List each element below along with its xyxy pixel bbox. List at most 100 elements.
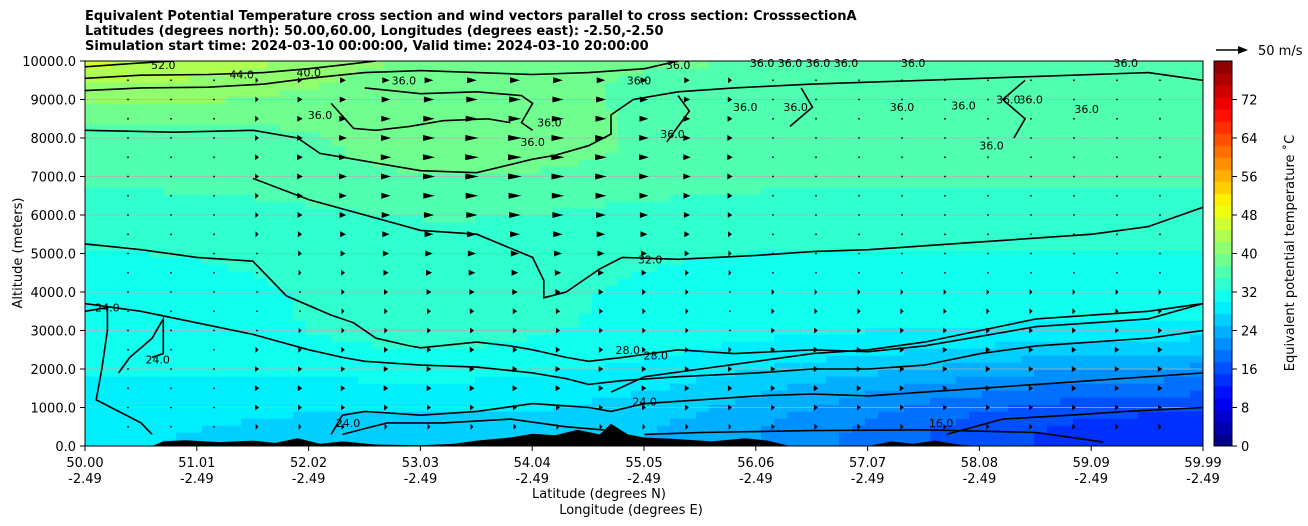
heatmap-cell [956, 397, 970, 405]
heatmap-cell [475, 285, 489, 293]
heatmap-cell [696, 222, 710, 230]
heatmap-cell [878, 194, 892, 202]
heatmap-cell [839, 236, 853, 244]
heatmap-cell [85, 271, 99, 279]
heatmap-cell [1099, 75, 1113, 83]
heatmap-cell [566, 110, 580, 118]
heatmap-cell [982, 285, 996, 293]
heatmap-cell [241, 278, 255, 286]
heatmap-cell [501, 215, 515, 223]
heatmap-cell [1073, 201, 1087, 209]
heatmap-cell [1034, 432, 1048, 440]
heatmap-cell [202, 341, 216, 349]
heatmap-cell [761, 383, 775, 391]
heatmap-cell [85, 425, 99, 433]
heatmap-cell [462, 376, 476, 384]
heatmap-cell [657, 222, 671, 230]
heatmap-cell [1125, 292, 1139, 300]
heatmap-cell [1112, 432, 1126, 440]
heatmap-cell [540, 229, 554, 237]
heatmap-cell [774, 159, 788, 167]
heatmap-cell [1073, 362, 1087, 370]
heatmap-cell [839, 194, 853, 202]
heatmap-cell [709, 243, 723, 251]
heatmap-cell [488, 299, 502, 307]
heatmap-cell [787, 278, 801, 286]
heatmap-cell [943, 369, 957, 377]
heatmap-cell [891, 166, 905, 174]
heatmap-cell [98, 236, 112, 244]
heatmap-cell [683, 75, 697, 83]
heatmap-cell [891, 264, 905, 272]
heatmap-cell [397, 369, 411, 377]
heatmap-cell [1073, 215, 1087, 223]
heatmap-cell [579, 208, 593, 216]
heatmap-cell [826, 432, 840, 440]
heatmap-cell [202, 229, 216, 237]
heatmap-cell [280, 271, 294, 279]
heatmap-cell [267, 82, 281, 90]
heatmap-cell [566, 166, 580, 174]
heatmap-cell [813, 257, 827, 265]
heatmap-cell [956, 306, 970, 314]
heatmap-cell [813, 411, 827, 419]
heatmap-cell [1021, 425, 1035, 433]
heatmap-cell [813, 432, 827, 440]
heatmap-cell [1047, 278, 1061, 286]
heatmap-cell [137, 82, 151, 90]
heatmap-cell [358, 152, 372, 160]
heatmap-cell [436, 292, 450, 300]
heatmap-cell [956, 432, 970, 440]
heatmap-cell [462, 355, 476, 363]
heatmap-cell [748, 166, 762, 174]
heatmap-cell [332, 362, 346, 370]
heatmap-cell [969, 222, 983, 230]
heatmap-cell [813, 236, 827, 244]
heatmap-cell [241, 117, 255, 125]
heatmap-cell [163, 180, 177, 188]
heatmap-cell [150, 243, 164, 251]
heatmap-cell [124, 222, 138, 230]
heatmap-cell [1151, 166, 1165, 174]
heatmap-cell [358, 166, 372, 174]
heatmap-cell [267, 362, 281, 370]
heatmap-cell [319, 187, 333, 195]
heatmap-cell [826, 411, 840, 419]
heatmap-cell [384, 376, 398, 384]
heatmap-cell [150, 278, 164, 286]
heatmap-cell [852, 61, 866, 69]
heatmap-cell [1177, 264, 1191, 272]
wind-vector [597, 250, 605, 257]
heatmap-cell [124, 89, 138, 97]
heatmap-cell [592, 390, 606, 398]
heatmap-cell [618, 411, 632, 419]
heatmap-cell [410, 397, 424, 405]
heatmap-cell [696, 390, 710, 398]
heatmap-cell [1138, 229, 1152, 237]
heatmap-cell [436, 425, 450, 433]
heatmap-cell [306, 432, 320, 440]
heatmap-cell [111, 376, 125, 384]
heatmap-cell [410, 418, 424, 426]
wind-vector [127, 117, 129, 120]
heatmap-cell [215, 243, 229, 251]
heatmap-cell [1125, 229, 1139, 237]
heatmap-cell [1164, 131, 1178, 139]
wind-vector [384, 327, 388, 334]
heatmap-cell [137, 362, 151, 370]
heatmap-cell [722, 334, 736, 342]
heatmap-cell [696, 362, 710, 370]
heatmap-cell [839, 390, 853, 398]
heatmap-cell [982, 341, 996, 349]
heatmap-cell [228, 369, 242, 377]
heatmap-cell [930, 222, 944, 230]
heatmap-cell [670, 362, 684, 370]
heatmap-cell [761, 418, 775, 426]
heatmap-cell [826, 271, 840, 279]
heatmap-cell [98, 194, 112, 202]
heatmap-cell [384, 61, 398, 69]
heatmap-cell [254, 166, 268, 174]
wind-vector [170, 271, 172, 274]
heatmap-cell [1151, 257, 1165, 265]
